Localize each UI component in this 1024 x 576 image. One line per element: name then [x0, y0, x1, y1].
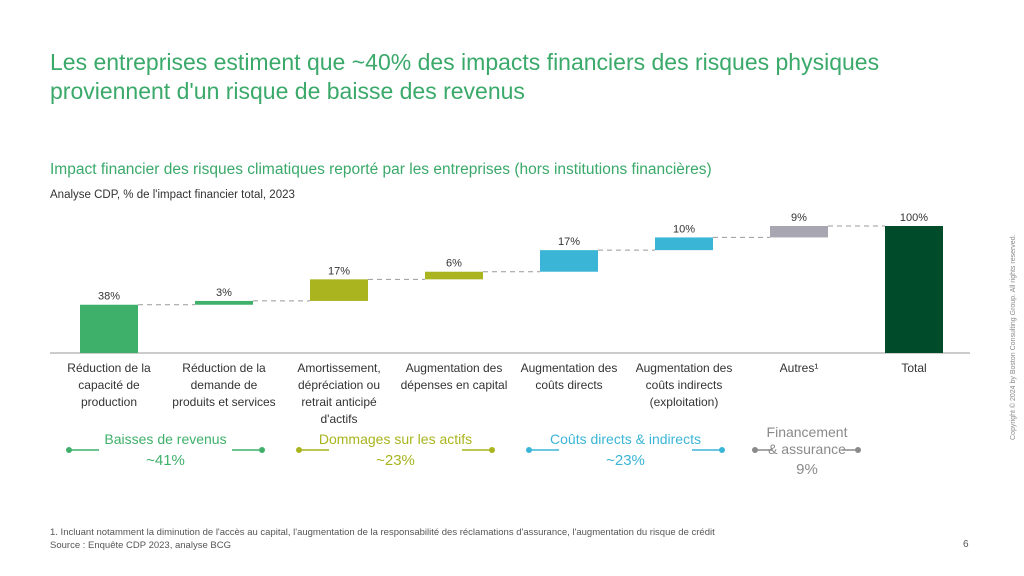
value-label-0: 38%	[98, 291, 120, 303]
copyright-note: Copyright © 2024 by Boston Consulting Gr…	[1010, 234, 1017, 440]
group-bracket-dot	[296, 447, 302, 453]
page-number: 6	[963, 539, 969, 550]
group-bracket-dot	[66, 447, 72, 453]
source-note: Source : Enquête CDP 2023, analyse BCG	[50, 540, 231, 551]
bar-0	[80, 304, 138, 353]
group-title-1: Dommages sur les actifs	[318, 431, 473, 447]
value-label-2: 17%	[328, 265, 350, 277]
group-value-2: ~23%	[606, 452, 645, 469]
financing-label-line2: & assurance	[768, 441, 846, 457]
category-label-5: Augmentation des coûts indirects (exploi…	[635, 361, 733, 409]
value-label-6: 9%	[791, 212, 807, 224]
financing-bracket-dot	[752, 447, 758, 453]
group-title-0: Baisses de revenus	[104, 431, 227, 447]
value-label-3: 6%	[446, 258, 462, 270]
bar-6	[770, 226, 828, 238]
bar-4	[540, 250, 598, 272]
group-bracket-dot	[259, 447, 265, 453]
category-label-0: Réduction de la capacité de production	[67, 361, 151, 409]
category-label-1: Réduction de la demande de produits et s…	[172, 361, 276, 409]
chart-subtitle: Analyse CDP, % de l'impact financier tot…	[50, 189, 295, 201]
value-label-4: 17%	[558, 236, 580, 248]
group-2: Coûts directs & indirects ~23%	[529, 428, 722, 478]
bar-3	[425, 271, 483, 280]
financing-label-line1: Financement	[766, 424, 848, 440]
group-value-0: ~41%	[146, 452, 185, 469]
group-value-1: ~23%	[376, 452, 415, 469]
chart-title: Impact financier des risques climatiques…	[50, 161, 712, 178]
value-label-7: 100%	[900, 212, 928, 224]
group-title-2: Coûts directs & indirects	[550, 431, 701, 447]
group-bracket-dot	[489, 447, 495, 453]
bar-1	[195, 300, 253, 305]
bar-5	[655, 237, 713, 251]
waterfall-chart: 38% 3% 17% 6% 17% 10% 9% 100%	[50, 212, 970, 354]
category-label-4: Augmentation des coûts directs	[520, 361, 618, 392]
bar-7	[885, 226, 943, 353]
value-label-5: 10%	[673, 223, 695, 235]
group-0: Baisses de revenus ~41%	[69, 428, 262, 478]
group-bracket-dot	[526, 447, 532, 453]
group-bracket-dot	[719, 447, 725, 453]
category-label-2: Amortissement, dépréciation ou retrait a…	[297, 361, 381, 426]
financing-bracket-dot	[855, 447, 861, 453]
category-label-6: Autres¹	[779, 361, 819, 375]
category-label-7: Total	[901, 361, 927, 375]
group-1: Dommages sur les actifs ~23%	[299, 428, 492, 478]
bar-2	[310, 279, 368, 301]
value-label-1: 3%	[216, 287, 232, 299]
footnote: 1. Incluant notamment la diminution de l…	[50, 527, 715, 538]
slide-title: Les entreprises estiment que ~40% des im…	[50, 49, 880, 104]
financing-group: Financement & assurance 9%	[752, 424, 862, 484]
category-label-3: Augmentation des dépenses en capital	[400, 361, 508, 392]
financing-value: 9%	[796, 461, 818, 478]
